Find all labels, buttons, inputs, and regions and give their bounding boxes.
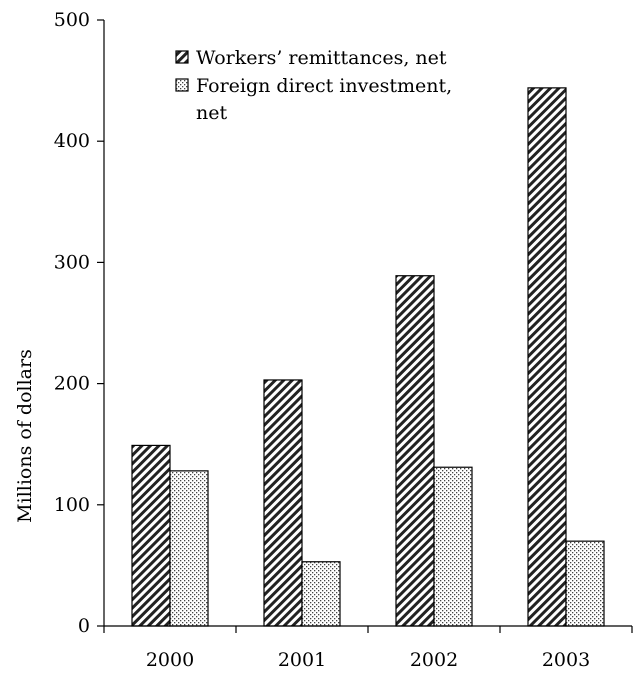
y-tick-label: 300: [54, 251, 90, 273]
legend: Workers’ remittances, net Foreign direct …: [175, 47, 452, 124]
bar-fdi-2002: [433, 466, 473, 627]
legend-label: Foreign direct investment,: [196, 75, 452, 97]
bar-remittances-2001: [263, 379, 303, 627]
legend-label: net: [196, 102, 227, 124]
legend-swatch-remittances: [175, 50, 189, 64]
y-axis-title: Millions of dollars: [14, 349, 36, 523]
x-tick-label: 2003: [542, 649, 590, 671]
legend-swatch-fdi: [175, 78, 189, 92]
bars-layer: [131, 87, 605, 627]
bar-remittances-2000: [131, 444, 171, 627]
axes-layer: 0 100 200 300 400 500 2000 2001 2002 2003: [54, 9, 633, 671]
x-tick-label: 2001: [278, 649, 326, 671]
y-tick-label: 100: [54, 494, 90, 516]
bar-fdi-2003: [565, 540, 605, 627]
y-tick-label: 500: [54, 9, 90, 31]
y-tick-label: 200: [54, 373, 90, 395]
x-tick-label: 2002: [410, 649, 458, 671]
y-tick-label: 400: [54, 130, 90, 152]
y-tick-label: 0: [78, 615, 90, 637]
bar-fdi-2001: [301, 561, 341, 627]
bar-remittances-2003: [527, 87, 567, 627]
legend-label: Workers’ remittances, net: [196, 47, 447, 69]
bar-remittances-2002: [395, 275, 435, 627]
bar-fdi-2000: [169, 470, 209, 627]
x-tick-label: 2000: [146, 649, 194, 671]
